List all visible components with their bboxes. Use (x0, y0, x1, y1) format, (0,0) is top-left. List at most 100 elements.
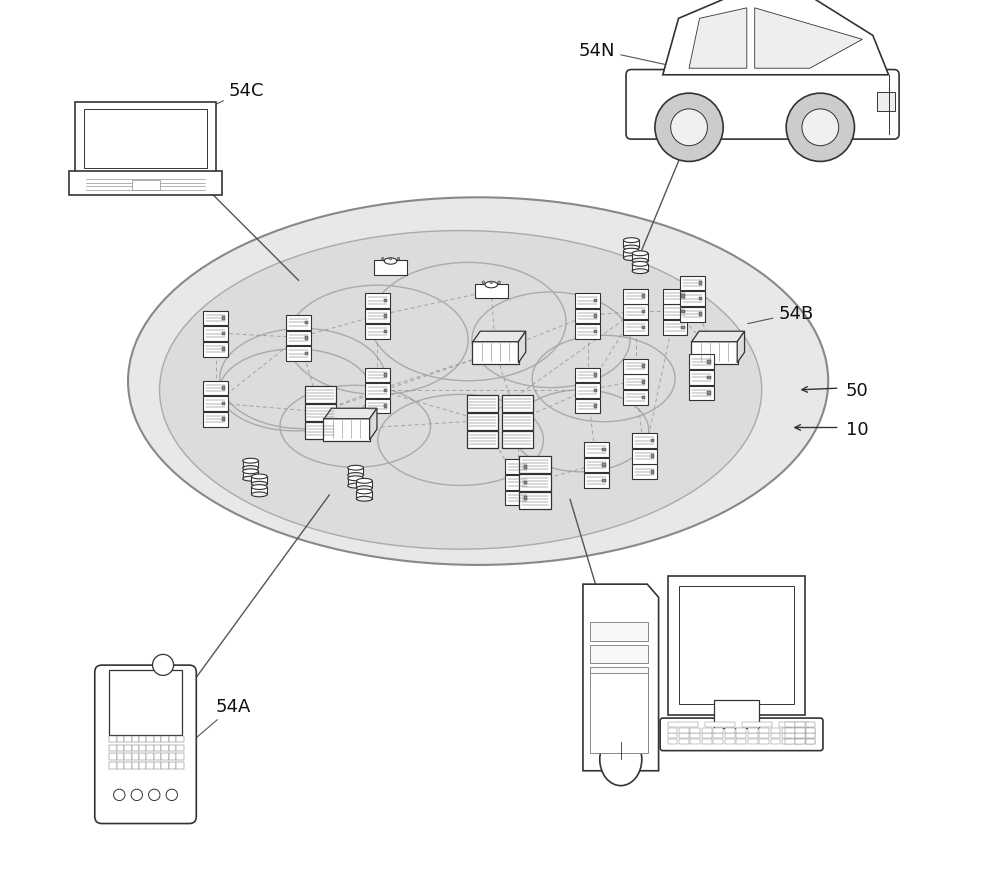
FancyBboxPatch shape (877, 93, 895, 112)
FancyBboxPatch shape (109, 745, 117, 751)
FancyBboxPatch shape (176, 745, 184, 751)
Ellipse shape (220, 350, 370, 431)
FancyBboxPatch shape (584, 474, 609, 488)
Ellipse shape (485, 282, 498, 289)
Circle shape (381, 258, 384, 260)
FancyBboxPatch shape (689, 355, 714, 370)
Bar (384, 405, 387, 409)
FancyBboxPatch shape (736, 728, 746, 733)
Circle shape (802, 110, 839, 146)
Ellipse shape (251, 492, 267, 497)
FancyBboxPatch shape (286, 316, 311, 331)
FancyBboxPatch shape (702, 738, 712, 744)
Bar (602, 448, 606, 452)
Ellipse shape (632, 259, 648, 264)
Bar (642, 365, 645, 368)
Ellipse shape (356, 486, 372, 491)
FancyBboxPatch shape (95, 666, 196, 824)
Bar (632, 265, 648, 272)
Bar (222, 403, 225, 406)
Ellipse shape (243, 459, 258, 464)
FancyBboxPatch shape (806, 733, 815, 738)
FancyBboxPatch shape (689, 386, 714, 401)
FancyBboxPatch shape (660, 718, 823, 751)
Circle shape (671, 110, 707, 146)
FancyBboxPatch shape (132, 745, 139, 751)
Bar (651, 455, 654, 459)
FancyBboxPatch shape (124, 745, 132, 751)
Bar (642, 381, 645, 384)
FancyBboxPatch shape (502, 396, 533, 412)
Ellipse shape (623, 239, 639, 243)
FancyBboxPatch shape (132, 736, 139, 742)
FancyBboxPatch shape (169, 745, 176, 751)
FancyBboxPatch shape (632, 434, 657, 448)
Polygon shape (755, 9, 862, 69)
FancyBboxPatch shape (668, 723, 698, 727)
FancyBboxPatch shape (203, 342, 228, 357)
Ellipse shape (384, 259, 397, 265)
FancyBboxPatch shape (502, 431, 533, 448)
FancyBboxPatch shape (779, 723, 809, 727)
Ellipse shape (280, 386, 431, 467)
FancyBboxPatch shape (132, 753, 139, 760)
Polygon shape (737, 332, 745, 363)
Text: 54N: 54N (579, 41, 690, 71)
Bar (594, 331, 597, 334)
FancyBboxPatch shape (679, 733, 689, 738)
FancyBboxPatch shape (759, 733, 769, 738)
FancyBboxPatch shape (806, 738, 815, 744)
Bar (602, 479, 606, 482)
FancyBboxPatch shape (467, 396, 498, 412)
FancyBboxPatch shape (365, 325, 390, 339)
Bar (384, 299, 387, 303)
FancyBboxPatch shape (109, 763, 117, 769)
FancyBboxPatch shape (759, 728, 769, 733)
FancyBboxPatch shape (680, 292, 705, 307)
FancyBboxPatch shape (146, 736, 154, 742)
Circle shape (786, 94, 854, 162)
FancyBboxPatch shape (575, 368, 600, 383)
Bar (707, 376, 711, 380)
FancyBboxPatch shape (782, 738, 792, 744)
Bar (348, 468, 363, 475)
FancyBboxPatch shape (575, 399, 600, 414)
Circle shape (397, 258, 400, 260)
FancyBboxPatch shape (365, 294, 390, 309)
Ellipse shape (251, 481, 267, 487)
FancyBboxPatch shape (782, 733, 792, 738)
FancyBboxPatch shape (785, 738, 795, 744)
FancyBboxPatch shape (169, 763, 176, 769)
Ellipse shape (632, 269, 648, 275)
FancyBboxPatch shape (725, 733, 735, 738)
Bar (594, 315, 597, 318)
Bar (384, 374, 387, 377)
FancyBboxPatch shape (785, 733, 795, 738)
FancyBboxPatch shape (467, 413, 498, 430)
FancyBboxPatch shape (748, 738, 758, 744)
Ellipse shape (382, 387, 574, 492)
FancyBboxPatch shape (679, 738, 689, 744)
FancyBboxPatch shape (632, 449, 657, 464)
FancyBboxPatch shape (714, 701, 759, 729)
Bar (384, 331, 387, 334)
FancyBboxPatch shape (759, 738, 769, 744)
FancyBboxPatch shape (132, 763, 139, 769)
FancyBboxPatch shape (109, 671, 182, 735)
FancyBboxPatch shape (725, 738, 735, 744)
FancyBboxPatch shape (623, 321, 648, 335)
FancyBboxPatch shape (124, 736, 132, 742)
Bar (222, 348, 225, 352)
FancyBboxPatch shape (691, 341, 738, 364)
FancyBboxPatch shape (725, 728, 735, 733)
Circle shape (498, 282, 500, 284)
FancyBboxPatch shape (623, 305, 648, 320)
FancyBboxPatch shape (146, 763, 154, 769)
FancyBboxPatch shape (742, 723, 772, 727)
Bar (384, 389, 387, 393)
Polygon shape (692, 332, 745, 342)
Bar (356, 481, 372, 488)
FancyBboxPatch shape (785, 728, 795, 733)
Circle shape (482, 282, 485, 284)
FancyBboxPatch shape (680, 308, 705, 322)
